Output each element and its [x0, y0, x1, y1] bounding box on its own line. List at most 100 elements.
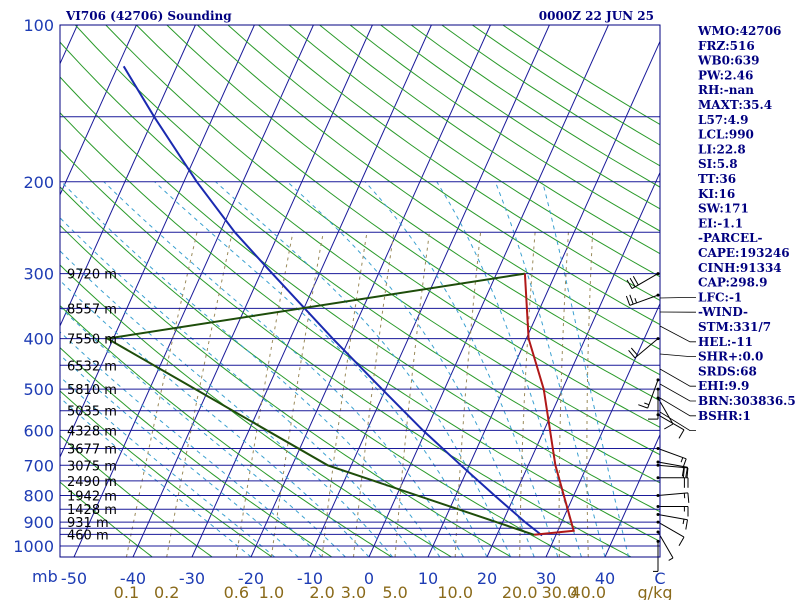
- isotherm-line: [486, 171, 660, 557]
- dry-adiabat-line: [60, 112, 660, 542]
- dry-adiabat-line: [60, 346, 333, 557]
- dry-adiabat-line: [60, 224, 512, 557]
- wind-barb-flag: [629, 294, 634, 305]
- wind-barb: [626, 272, 660, 290]
- temperature-tick-label: -10: [297, 569, 323, 588]
- wind-barb: [656, 413, 685, 439]
- dewpoint-trace: [104, 272, 535, 536]
- pressure-unit-label: mb: [32, 567, 58, 586]
- wind-barb-flag: [687, 492, 690, 503]
- wind-barb: [656, 460, 688, 478]
- index-entry: TT:36: [698, 172, 736, 186]
- wind-barb-flag: [634, 298, 638, 304]
- wind-barb-base: [656, 387, 660, 391]
- wind-barb-flag: [630, 347, 639, 356]
- wind-barb-staff: [631, 273, 659, 290]
- index-leader-line: [659, 296, 696, 299]
- index-entry: PW:2.46: [698, 68, 753, 82]
- height-labels: 9720 m 8557 m 7550 m 6532 m 5810 m 5035 m 4328…: [67, 268, 117, 544]
- index-entry: KI:16: [698, 187, 735, 201]
- temperature-tick-label: 20: [477, 569, 497, 588]
- isotherm-line: [60, 25, 137, 196]
- wind-barb-staff: [657, 414, 685, 431]
- dry-adiabat-line: [60, 186, 572, 557]
- wind-barbs: [625, 272, 690, 572]
- index-entry: STM:331/7: [698, 320, 771, 334]
- chart-time: 0000Z 22 JUN 25: [539, 9, 654, 23]
- mixing-ratio-line: [321, 232, 368, 557]
- wind-barb-flag: [628, 349, 636, 359]
- index-entry: WMO:42706: [697, 24, 781, 38]
- pressure-tick-label: 300: [23, 265, 54, 284]
- mixing-ratio-tick-label: 40.0: [570, 583, 606, 600]
- dry-adiabat-line: [227, 25, 660, 326]
- wind-barb: [656, 520, 685, 547]
- index-leader-line: [659, 368, 696, 387]
- index-leader-line: [659, 411, 696, 432]
- temperature-tick-label: -30: [179, 569, 205, 588]
- pressure-tick-label: 900: [23, 513, 54, 532]
- pressure-tick-label: 800: [23, 487, 54, 506]
- dry-adiabat-line: [136, 25, 660, 402]
- moist-adiabat-line: [60, 306, 346, 557]
- isotherm-line: [604, 433, 660, 557]
- pressure-tick-label: 500: [23, 380, 54, 399]
- wind-barb-staff: [634, 338, 659, 359]
- isotherm-line: [0, 25, 18, 557]
- wind-barb-flag: [625, 295, 631, 306]
- isotherm-line: [250, 25, 491, 557]
- wind-barb-base: [656, 460, 660, 464]
- moist-adiabat-line: [287, 181, 535, 557]
- moist-adiabat-line: [494, 181, 606, 557]
- temperature-tick-label: -40: [120, 569, 146, 588]
- isotherm-line: [73, 25, 314, 557]
- pressure-tick-label: 100: [23, 16, 54, 35]
- height-label: 5035 m: [67, 405, 117, 420]
- wind-barb-base: [656, 413, 660, 417]
- height-label: 5810 m: [67, 383, 117, 398]
- index-leader-line: [659, 397, 696, 417]
- wind-barb-base: [656, 272, 660, 276]
- pressure-tick-label: 400: [23, 330, 54, 349]
- height-label: 7550 m: [67, 333, 117, 348]
- index-entry: -WIND-: [698, 305, 748, 319]
- dry-adiabat-line: [319, 25, 660, 255]
- height-label: 9720 m: [67, 268, 117, 283]
- wind-barb-flag: [682, 518, 685, 525]
- index-entry: RH:-nan: [698, 83, 754, 97]
- mixing-ratio-line: [454, 232, 482, 557]
- mixing-ratio-line: [235, 232, 294, 557]
- wind-barb-staff: [657, 461, 688, 468]
- wind-barb-flag: [682, 467, 685, 478]
- mixing-ratio-tick-label: 10.0: [437, 583, 473, 600]
- index-entry: CINH:91334: [698, 261, 782, 275]
- mixing-ratio-tick-label: 5.0: [382, 583, 407, 600]
- index-leader-line: [659, 383, 696, 402]
- dry-adiabat-line: [166, 25, 660, 376]
- wind-barb-flag: [678, 429, 685, 439]
- isotherm-line: [545, 302, 660, 557]
- wind-barb-flag: [678, 536, 685, 547]
- mixing-ratio-tick-label: 20.0: [502, 583, 538, 600]
- pressure-tick-label: 200: [23, 173, 54, 192]
- index-entry: SHR+:0.0: [698, 350, 763, 364]
- isotherm-line: [60, 25, 255, 459]
- wind-barb-flag: [629, 277, 636, 288]
- isobar-lines: [60, 24, 660, 547]
- index-entry: L57:4.9: [698, 113, 748, 127]
- mixing-ratio-tick-label: 2.0: [309, 583, 334, 600]
- wind-barb-flag: [686, 467, 689, 478]
- dry-adiabat-line: [74, 25, 660, 456]
- index-entry: CAP:298.9: [698, 276, 767, 290]
- wind-barb-staff: [657, 448, 687, 460]
- wind-barb: [656, 396, 674, 430]
- wind-barb: [638, 378, 660, 409]
- height-label: 3677 m: [67, 443, 117, 458]
- index-entry: BRN:303836.5: [698, 394, 796, 408]
- wind-barb: [656, 476, 689, 488]
- moist-adiabat-line: [60, 376, 275, 557]
- wind-barb-base: [656, 494, 660, 497]
- wind-barb-staff: [647, 379, 659, 409]
- moist-adiabat-line: [154, 181, 488, 557]
- dry-adiabat-line: [60, 304, 392, 557]
